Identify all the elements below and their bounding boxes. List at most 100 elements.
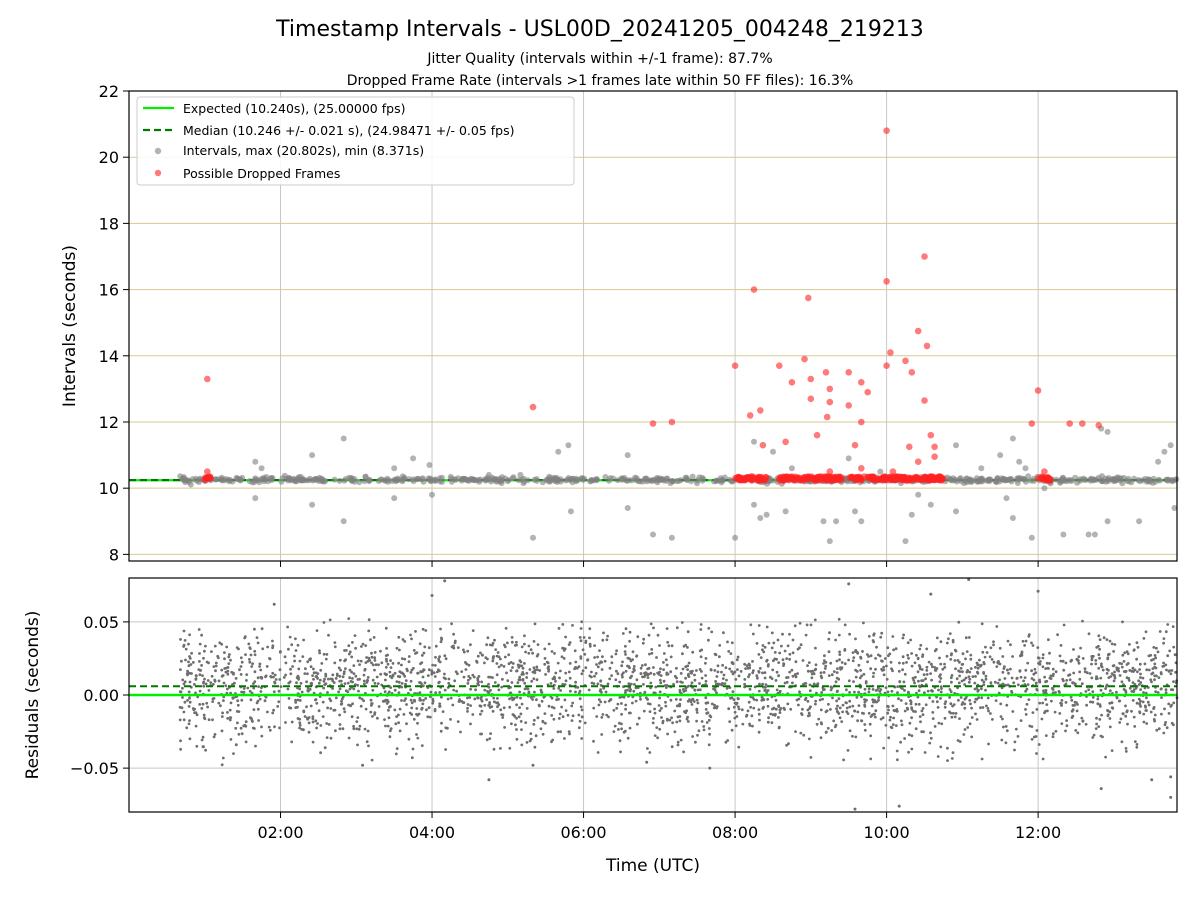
residual-point — [931, 700, 935, 703]
residual-point — [867, 690, 871, 694]
residual-point — [290, 643, 294, 647]
residual-point — [600, 660, 604, 664]
residual-point — [774, 707, 778, 711]
residual-point — [924, 703, 928, 707]
residual-point — [804, 696, 808, 700]
residual-point — [678, 719, 682, 723]
residual-point — [658, 709, 662, 712]
residual-point — [236, 721, 239, 725]
residual-point — [649, 671, 653, 675]
residual-point — [389, 705, 392, 708]
dropped-frame-point — [883, 362, 890, 370]
residual-point — [499, 708, 503, 712]
residual-point — [359, 659, 363, 663]
residual-point — [931, 665, 934, 669]
residual-point — [964, 657, 967, 661]
residual-point — [860, 674, 863, 678]
residual-point — [595, 663, 598, 666]
residual-point — [331, 673, 335, 677]
residual-point — [307, 721, 311, 725]
residual-point — [255, 636, 259, 639]
residual-point — [704, 701, 708, 705]
residual-point — [549, 682, 553, 685]
residual-point — [978, 658, 981, 662]
residual-point — [961, 662, 965, 666]
residual-point — [418, 642, 422, 646]
residual-point — [1051, 735, 1055, 739]
residual-point — [495, 662, 499, 665]
residual-point — [890, 667, 893, 671]
residual-point — [925, 669, 929, 672]
residual-point — [659, 674, 663, 677]
residual-point — [306, 686, 310, 690]
residual-point — [556, 730, 560, 734]
residual-point — [656, 736, 659, 740]
residual-point — [449, 718, 452, 721]
residual-point — [614, 678, 618, 682]
residual-point — [914, 710, 917, 713]
interval-point — [533, 477, 540, 484]
residual-point — [1121, 620, 1124, 624]
residual-point — [885, 664, 888, 668]
residual-point — [403, 674, 407, 678]
residual-point — [886, 646, 890, 650]
residual-point — [319, 751, 322, 755]
residual-point — [260, 627, 264, 631]
residual-point — [761, 671, 764, 675]
residual-point — [568, 732, 571, 736]
residual-point — [769, 675, 772, 679]
residual-point — [544, 721, 547, 725]
residual-point — [384, 665, 388, 669]
residual-point — [426, 674, 430, 677]
residual-point — [1172, 701, 1176, 705]
residual-point — [902, 680, 906, 684]
residual-point — [672, 682, 675, 686]
residual-point — [409, 633, 412, 637]
interval-point — [953, 508, 959, 515]
residual-point — [757, 624, 761, 627]
residual-point — [977, 696, 980, 700]
residual-point — [210, 674, 214, 678]
residual-point — [898, 680, 902, 684]
dropped-frame-point — [807, 395, 815, 403]
chart-subtitle-dropped: Dropped Frame Rate (intervals >1 frames … — [347, 73, 854, 89]
legend-dropped-swatch — [154, 169, 162, 177]
residual-point — [449, 696, 453, 700]
residual-point — [1131, 666, 1135, 670]
residual-point — [1169, 705, 1173, 708]
residual-point — [1153, 665, 1157, 669]
residual-point — [1061, 677, 1065, 681]
residual-point — [853, 690, 856, 694]
residual-point — [867, 634, 871, 638]
residual-point — [758, 718, 761, 722]
residual-point — [1070, 698, 1074, 702]
interval-point — [1104, 476, 1111, 483]
residual-point — [272, 602, 276, 606]
residual-point — [347, 652, 351, 656]
residual-point — [1142, 691, 1145, 694]
residual-point — [466, 703, 470, 706]
residual-point — [271, 639, 274, 643]
residual-point — [1101, 668, 1105, 672]
residual-point — [802, 733, 806, 737]
residual-point — [690, 703, 694, 706]
residual-point — [380, 661, 384, 665]
residual-point — [681, 652, 684, 656]
dropped-frame-point — [649, 420, 657, 427]
residual-point — [697, 729, 701, 733]
interval-point — [567, 508, 574, 515]
residual-point — [771, 668, 775, 672]
residual-point — [1041, 653, 1045, 656]
residual-point — [409, 679, 413, 683]
residual-point — [232, 696, 235, 700]
residual-point — [588, 642, 592, 646]
residual-point — [338, 727, 342, 731]
residual-point — [479, 704, 483, 708]
residual-point — [515, 728, 518, 731]
residual-point — [944, 700, 948, 703]
residual-point — [798, 690, 801, 694]
residual-point — [438, 660, 442, 664]
residual-point — [307, 730, 311, 734]
residual-point — [783, 681, 787, 685]
dropped-frame-point — [762, 474, 770, 481]
